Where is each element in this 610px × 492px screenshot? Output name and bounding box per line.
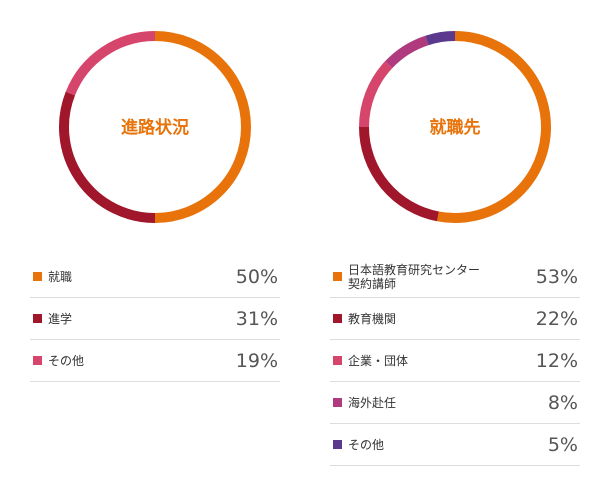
value-label: 50% xyxy=(235,265,278,288)
legend-label: 日本語教育研究センター契約講師 xyxy=(348,262,481,291)
legend-label: その他 xyxy=(48,353,85,368)
donut-segment xyxy=(154,31,251,223)
legend-row: 進学 31% xyxy=(30,298,280,340)
donut-segment xyxy=(425,31,456,46)
value-label: 31% xyxy=(235,307,278,330)
legend-row: その他 19% xyxy=(30,340,280,382)
value-label: 53% xyxy=(535,265,578,288)
legend-label: 教育機関 xyxy=(348,311,397,326)
value-label: 12% xyxy=(535,349,578,372)
donut-segment xyxy=(65,31,156,96)
donut-segment xyxy=(59,91,156,223)
donut-segment xyxy=(359,126,439,222)
legend-swatch xyxy=(333,356,342,365)
donut-segment xyxy=(437,31,551,223)
legend-row: 海外赴任 8% xyxy=(330,382,580,424)
legend-swatch xyxy=(33,356,42,365)
legend-swatch xyxy=(33,272,42,281)
legend-row: 就職 50% xyxy=(30,256,280,298)
donut-segment xyxy=(359,61,393,128)
legend-label: 進学 xyxy=(48,311,73,326)
chart-title: 進路状況 xyxy=(121,117,189,138)
legend-row: 日本語教育研究センター契約講師 53% xyxy=(330,256,580,298)
legend-swatch xyxy=(33,314,42,323)
legend-row: その他 5% xyxy=(330,424,580,466)
legend-label: その他 xyxy=(348,437,385,452)
legend-swatch xyxy=(333,272,342,281)
legend-swatch xyxy=(333,314,342,323)
legend-row: 企業・団体 12% xyxy=(330,340,580,382)
value-label: 8% xyxy=(547,391,578,414)
legend-swatch xyxy=(333,398,342,407)
charts: 進路状況 就職先 xyxy=(59,31,551,223)
value-label: 22% xyxy=(535,307,578,330)
value-label: 19% xyxy=(235,349,278,372)
legend-label: 企業・団体 xyxy=(348,353,409,368)
legend-label: 就職 xyxy=(48,269,73,284)
donut-segment xyxy=(385,35,429,69)
legend-label: 海外赴任 xyxy=(348,395,397,410)
legend-row: 教育機関 22% xyxy=(330,298,580,340)
chart-title: 就職先 xyxy=(430,117,481,138)
legend-swatch xyxy=(333,440,342,449)
value-label: 5% xyxy=(547,433,578,456)
